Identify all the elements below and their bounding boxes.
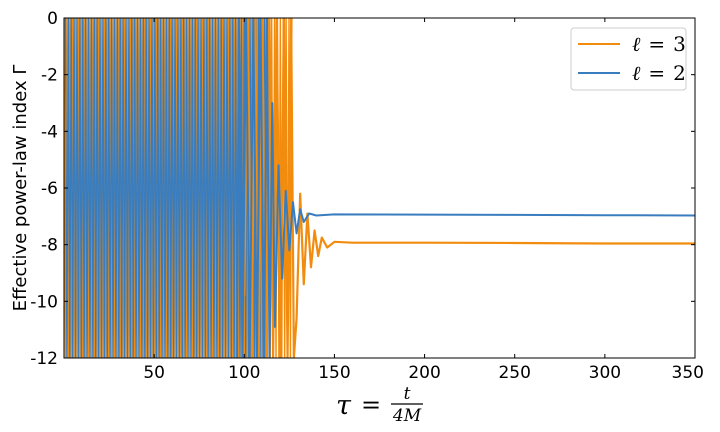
axes-ticks: 50 100 150 200 250 300 350 0 -2 -4 -6 -8 -10 -12: [30, 9, 704, 383]
legend-label-l3-eq: =: [648, 32, 665, 56]
x-tick-label: 350: [672, 363, 704, 383]
y-tick-label: -12: [30, 349, 58, 369]
x-axis-label-denominator: 4M: [392, 406, 422, 426]
plot-area: [64, 18, 695, 358]
legend-label-l2: ℓ = 2: [632, 61, 686, 85]
y-axis-label: Effective power-law index Γ: [10, 65, 31, 312]
y-tick-label: -2: [41, 66, 58, 86]
legend: ℓ = 3 ℓ = 2: [570, 27, 687, 91]
legend-label-l3-value: 3: [673, 32, 686, 56]
x-tick-label: 250: [498, 363, 530, 383]
x-axis-label-tau: τ: [336, 390, 352, 421]
x-tick-label: 200: [408, 363, 440, 383]
legend-label-l2-value: 2: [673, 61, 686, 85]
y-tick-label: -10: [30, 292, 58, 312]
x-axis-label-numerator: t: [404, 384, 411, 404]
x-tick-label: 300: [589, 363, 621, 383]
y-tick-label: -4: [41, 122, 58, 142]
legend-label-l2-eq: =: [648, 61, 665, 85]
y-tick-label: -8: [41, 236, 58, 256]
y-tick-label: 0: [47, 9, 58, 29]
legend-label-l3-symbol: ℓ: [632, 32, 641, 56]
series-line-l2: [236, 18, 695, 358]
legend-box: [570, 27, 687, 91]
x-axis-label: τ = t 4M: [336, 384, 423, 426]
legend-label-l2-symbol: ℓ: [632, 61, 641, 85]
x-axis-label-equals: =: [361, 391, 381, 419]
y-tick-label: -6: [41, 179, 58, 199]
x-tick-label: 150: [318, 363, 350, 383]
x-tick-label: 50: [143, 363, 165, 383]
legend-label-l3: ℓ = 3: [632, 32, 686, 56]
x-tick-label: 100: [228, 363, 260, 383]
series-line-l2-oscillation: [64, 18, 269, 358]
